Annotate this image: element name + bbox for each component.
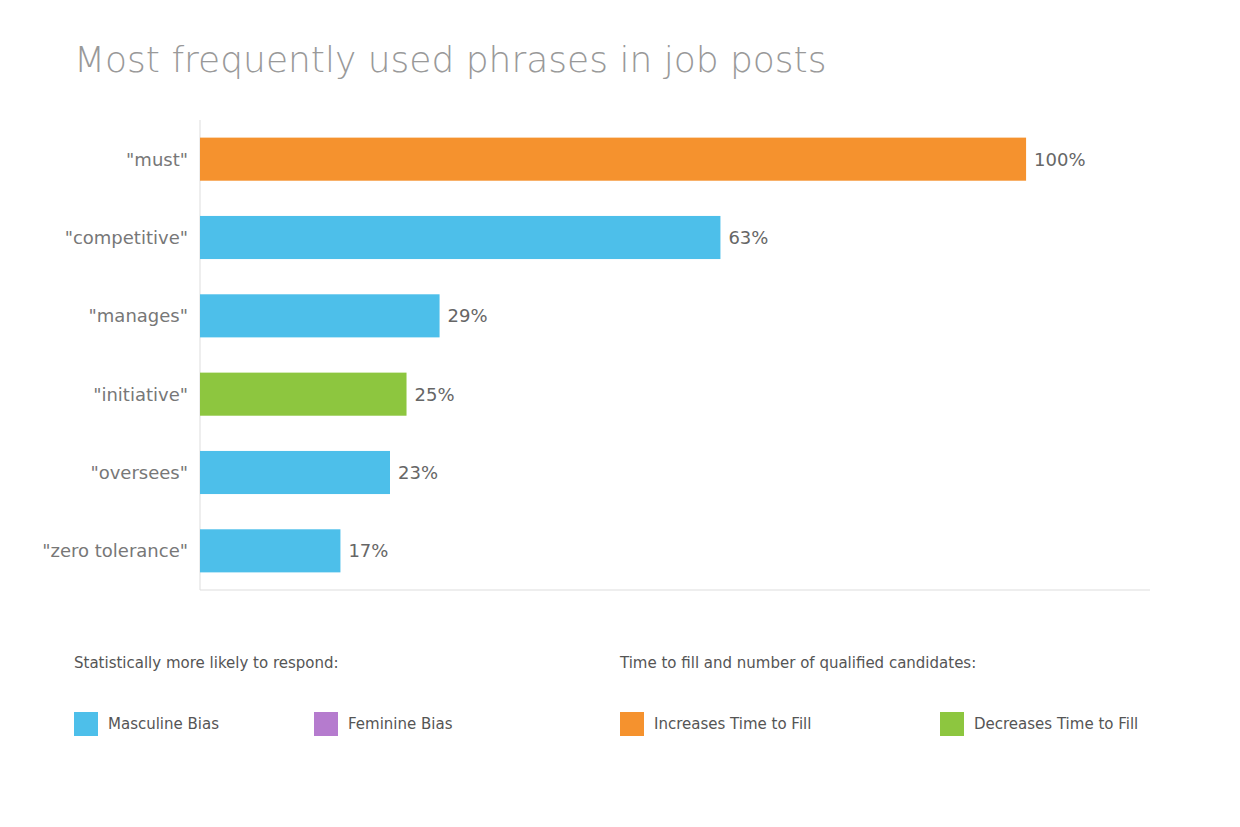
x-axis-line — [200, 590, 1150, 591]
data-label: 100% — [1034, 149, 1085, 170]
data-label: 23% — [398, 462, 438, 483]
legend-swatch — [940, 712, 964, 736]
bar — [200, 294, 440, 337]
bar — [200, 138, 1026, 181]
labels: "must" 100% "competitive" 63% "manages" 29% "i… — [42, 149, 1085, 562]
bar — [200, 451, 390, 494]
bars — [200, 138, 1026, 573]
y-tick-label: "must" — [126, 149, 188, 170]
y-tick-label: "manages" — [89, 305, 188, 326]
legend: Statistically more likely to respond: Mas… — [74, 654, 453, 736]
legend: Time to fill and number of qualified can… — [619, 654, 1138, 736]
legend-label: Feminine Bias — [348, 715, 453, 733]
chart: Most frequently used phrases in job post… — [0, 0, 1240, 827]
legend-title: Time to fill and number of qualified can… — [619, 654, 976, 672]
background — [0, 0, 1240, 827]
legend-label: Masculine Bias — [108, 715, 219, 733]
legend-title: Statistically more likely to respond: — [74, 654, 339, 672]
legend-label: Decreases Time to Fill — [974, 715, 1138, 733]
title: Most frequently used phrases in job post… — [74, 39, 826, 80]
legend-swatch — [314, 712, 338, 736]
data-label: 29% — [448, 305, 488, 326]
y-tick-label: "zero tolerance" — [42, 540, 188, 561]
bar — [200, 529, 340, 572]
legend-label: Increases Time to Fill — [654, 715, 811, 733]
data-label: 17% — [348, 540, 388, 561]
legend-swatch — [620, 712, 644, 736]
data-label: 63% — [728, 227, 768, 248]
data-label: 25% — [415, 384, 455, 405]
bar — [200, 216, 720, 259]
y-axis-line — [200, 120, 201, 590]
y-tick-label: "competitive" — [65, 227, 188, 248]
y-tick-label: "initiative" — [93, 384, 188, 405]
legend-swatch — [74, 712, 98, 736]
y-tick-label: "oversees" — [90, 462, 188, 483]
bar — [200, 373, 407, 416]
